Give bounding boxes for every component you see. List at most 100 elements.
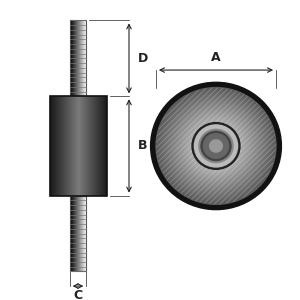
Circle shape (208, 139, 224, 153)
Circle shape (184, 115, 248, 177)
Circle shape (210, 140, 222, 152)
Text: C: C (74, 289, 82, 300)
Circle shape (164, 95, 268, 197)
Circle shape (197, 128, 235, 164)
Bar (70, 20, 86, 96)
Circle shape (198, 129, 234, 163)
Circle shape (201, 131, 231, 161)
Circle shape (176, 107, 256, 184)
Circle shape (195, 126, 237, 166)
Text: D: D (138, 52, 148, 65)
Circle shape (189, 119, 243, 173)
Circle shape (166, 98, 266, 194)
Circle shape (196, 126, 236, 166)
Circle shape (212, 142, 220, 150)
Circle shape (159, 91, 273, 201)
Circle shape (151, 82, 281, 210)
Circle shape (160, 91, 272, 201)
Circle shape (214, 144, 218, 148)
Circle shape (177, 108, 255, 184)
Circle shape (203, 134, 229, 158)
Circle shape (179, 110, 253, 182)
Circle shape (181, 112, 251, 180)
Circle shape (185, 116, 247, 176)
Circle shape (169, 100, 263, 192)
Circle shape (209, 139, 223, 153)
Circle shape (175, 106, 257, 186)
Circle shape (207, 137, 225, 155)
Circle shape (170, 102, 262, 190)
Circle shape (199, 129, 233, 163)
Circle shape (176, 107, 256, 185)
Circle shape (162, 93, 270, 199)
Circle shape (194, 124, 238, 168)
Bar (50, 96, 106, 196)
Circle shape (211, 141, 221, 151)
Circle shape (186, 117, 246, 175)
Circle shape (185, 116, 247, 176)
Circle shape (198, 128, 234, 164)
Circle shape (168, 99, 264, 193)
Bar (70, 196, 86, 272)
Circle shape (158, 90, 274, 202)
Circle shape (182, 113, 250, 178)
Circle shape (181, 112, 251, 180)
Text: B: B (138, 140, 148, 152)
Circle shape (178, 109, 254, 183)
Circle shape (161, 93, 271, 199)
Circle shape (160, 92, 272, 200)
Circle shape (174, 105, 258, 187)
Circle shape (171, 102, 261, 190)
Circle shape (190, 120, 242, 172)
Circle shape (206, 136, 226, 156)
Circle shape (172, 103, 260, 188)
Circle shape (158, 89, 274, 202)
Circle shape (193, 123, 239, 169)
Circle shape (195, 125, 237, 167)
Circle shape (205, 135, 227, 157)
Circle shape (194, 125, 238, 167)
Circle shape (200, 130, 232, 162)
Circle shape (178, 109, 254, 183)
Circle shape (157, 88, 275, 204)
Circle shape (192, 123, 240, 169)
Circle shape (200, 130, 232, 161)
Circle shape (161, 92, 271, 200)
Circle shape (210, 140, 222, 152)
Circle shape (202, 132, 230, 160)
Circle shape (210, 140, 222, 152)
Circle shape (203, 133, 229, 159)
Circle shape (190, 121, 242, 171)
Circle shape (164, 96, 268, 196)
Circle shape (183, 114, 249, 178)
Circle shape (157, 89, 275, 203)
Circle shape (201, 132, 231, 160)
Circle shape (184, 115, 248, 177)
Circle shape (208, 138, 224, 154)
Circle shape (213, 143, 219, 149)
Circle shape (191, 122, 241, 170)
Circle shape (163, 94, 269, 198)
Circle shape (206, 136, 226, 156)
Circle shape (199, 129, 233, 163)
Circle shape (207, 137, 225, 154)
Circle shape (204, 134, 228, 158)
Circle shape (163, 94, 269, 197)
Circle shape (201, 131, 231, 160)
Circle shape (173, 104, 259, 188)
Circle shape (172, 103, 260, 189)
Circle shape (173, 105, 259, 187)
Circle shape (202, 133, 230, 159)
Circle shape (188, 119, 244, 173)
Circle shape (165, 96, 267, 196)
Circle shape (167, 98, 265, 194)
Circle shape (175, 106, 257, 186)
Circle shape (215, 145, 217, 147)
Circle shape (204, 134, 228, 158)
Text: A: A (211, 51, 221, 64)
Circle shape (212, 142, 220, 150)
Circle shape (179, 110, 253, 182)
Circle shape (180, 111, 252, 181)
Circle shape (189, 120, 243, 172)
Circle shape (192, 122, 240, 170)
